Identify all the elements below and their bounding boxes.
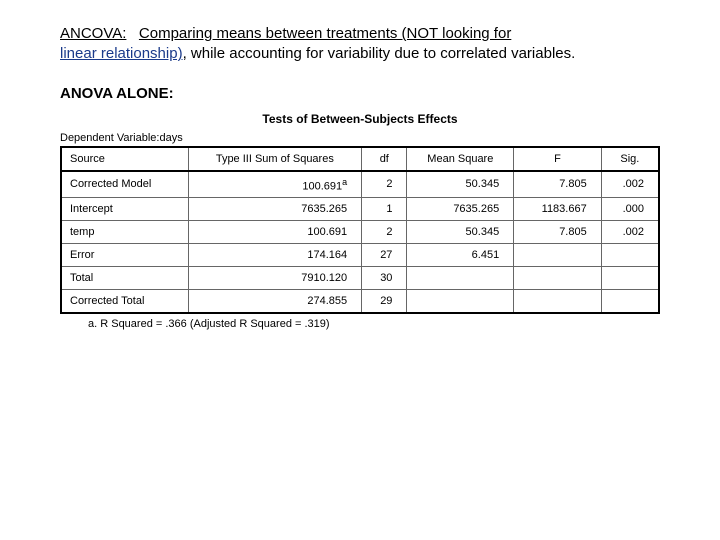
col-header-f: F — [514, 147, 602, 171]
cell-ms — [407, 290, 514, 314]
table-row: Corrected Model100.691a250.3457.805.002 — [61, 171, 659, 198]
cell-f — [514, 267, 602, 290]
table-title: Tests of Between-Subjects Effects — [60, 112, 660, 126]
cell-df: 29 — [362, 290, 407, 314]
cell-sig — [601, 290, 659, 314]
table-row: Intercept7635.26517635.2651183.667.000 — [61, 198, 659, 221]
col-header-ss: Type III Sum of Squares — [188, 147, 362, 171]
cell-f: 7.805 — [514, 171, 602, 198]
cell-sig — [601, 267, 659, 290]
table-row: Corrected Total274.85529 — [61, 290, 659, 314]
intro-linear-link: linear relationship) — [60, 45, 183, 62]
intro-paragraph: ANCOVA: Comparing means between treatmen… — [60, 24, 660, 65]
table-row: Error174.164276.451 — [61, 244, 659, 267]
cell-source: Intercept — [61, 198, 188, 221]
table-row: temp100.691250.3457.805.002 — [61, 221, 659, 244]
col-header-df: df — [362, 147, 407, 171]
section-heading: ANOVA ALONE: — [60, 85, 660, 102]
cell-ms: 7635.265 — [407, 198, 514, 221]
cell-ss: 7910.120 — [188, 267, 362, 290]
cell-sig: .000 — [601, 198, 659, 221]
cell-f: 1183.667 — [514, 198, 602, 221]
cell-ss: 274.855 — [188, 290, 362, 314]
cell-f — [514, 244, 602, 267]
cell-ss: 100.691 — [188, 221, 362, 244]
cell-ss: 100.691a — [188, 171, 362, 198]
cell-ms — [407, 267, 514, 290]
cell-source: Total — [61, 267, 188, 290]
cell-ss: 174.164 — [188, 244, 362, 267]
cell-sig — [601, 244, 659, 267]
cell-ss: 7635.265 — [188, 198, 362, 221]
cell-ms: 50.345 — [407, 171, 514, 198]
cell-sig: .002 — [601, 171, 659, 198]
cell-f — [514, 290, 602, 314]
cell-sig: .002 — [601, 221, 659, 244]
cell-source: Error — [61, 244, 188, 267]
cell-df: 1 — [362, 198, 407, 221]
intro-underlined-1: Comparing means between treatments (NOT … — [139, 25, 511, 42]
cell-df: 30 — [362, 267, 407, 290]
cell-source: temp — [61, 221, 188, 244]
cell-df: 2 — [362, 171, 407, 198]
cell-df: 2 — [362, 221, 407, 244]
cell-ms: 6.451 — [407, 244, 514, 267]
col-header-source: Source — [61, 147, 188, 171]
table-row: Total7910.12030 — [61, 267, 659, 290]
cell-ms: 50.345 — [407, 221, 514, 244]
intro-term: ANCOVA: — [60, 25, 126, 42]
table-footnote: a. R Squared = .366 (Adjusted R Squared … — [60, 314, 660, 330]
dependent-variable-label: Dependent Variable:days — [60, 132, 660, 144]
col-header-ms: Mean Square — [407, 147, 514, 171]
intro-rest: , while accounting for variability due t… — [183, 45, 576, 62]
cell-source: Corrected Model — [61, 171, 188, 198]
cell-df: 27 — [362, 244, 407, 267]
cell-f: 7.805 — [514, 221, 602, 244]
anova-table: Source Type III Sum of Squares df Mean S… — [60, 146, 660, 315]
cell-source: Corrected Total — [61, 290, 188, 314]
col-header-sig: Sig. — [601, 147, 659, 171]
